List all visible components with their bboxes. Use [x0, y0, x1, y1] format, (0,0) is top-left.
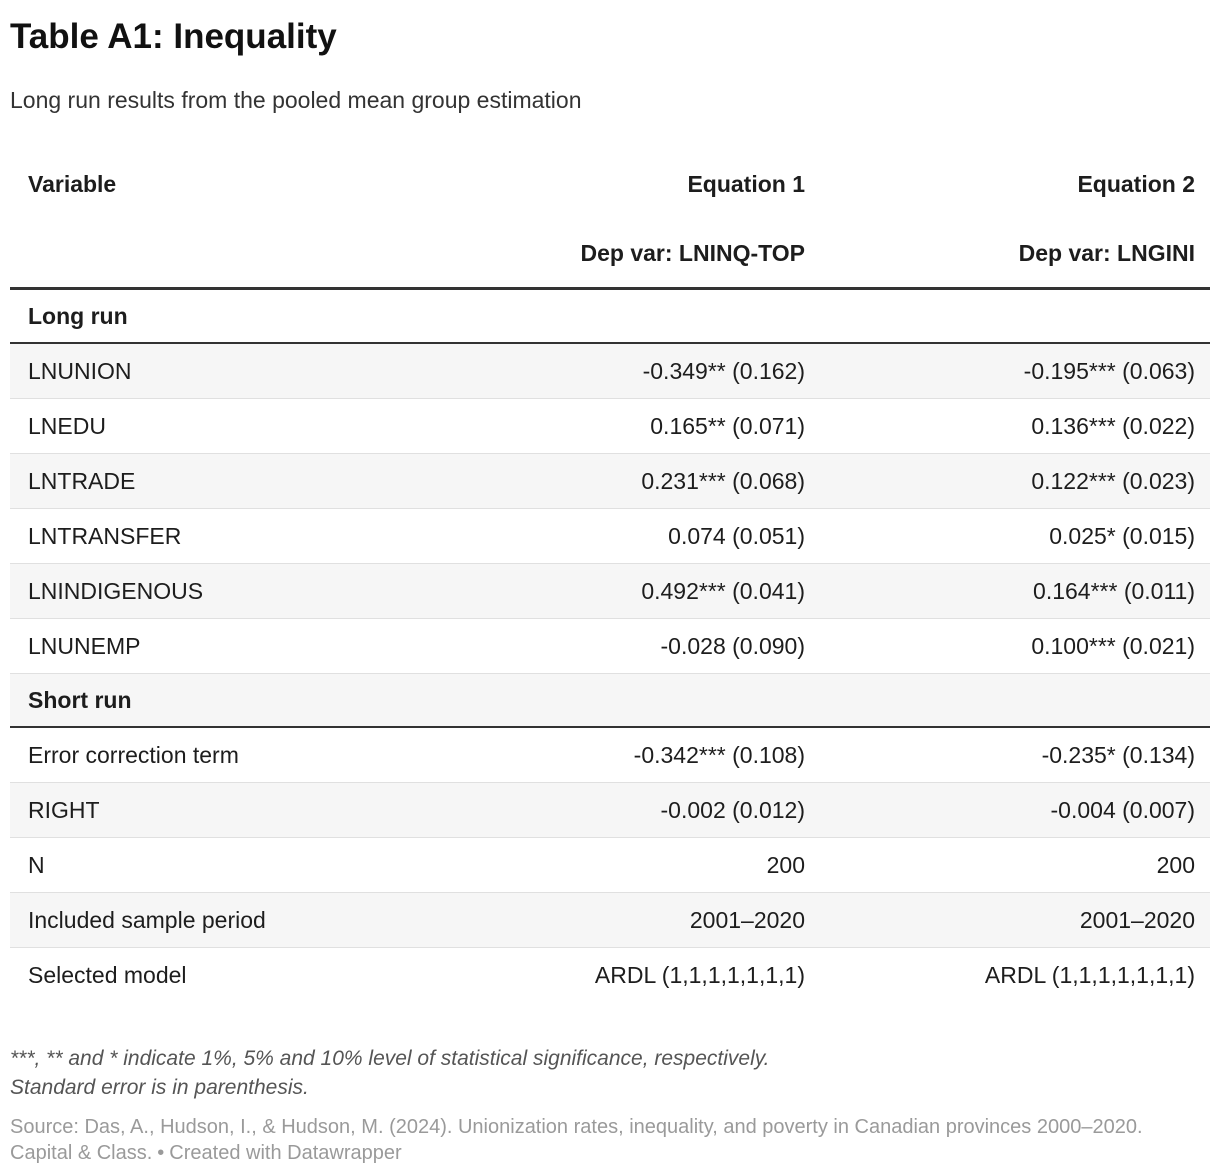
- source-separator: •: [157, 1142, 165, 1164]
- cell-eq2: 0.025* (0.015): [1049, 523, 1195, 549]
- results-table: Variable Equation 1 Equation 2 Dep var: …: [10, 148, 1210, 1002]
- table-description: Long run results from the pooled mean gr…: [10, 87, 582, 113]
- cell-eq1: [430, 674, 820, 728]
- cell-eq1: 0.074 (0.051): [668, 523, 805, 549]
- row-label: LNEDU: [28, 413, 106, 439]
- cell-eq1: -0.349** (0.162): [642, 358, 805, 384]
- source-text: Source: Das, A., Hudson, I., & Hudson, M…: [10, 1116, 1143, 1164]
- section-row-short-run: Short run: [10, 673, 1210, 728]
- row-label: Included sample period: [28, 907, 266, 933]
- table-row-lnunion: LNUNION -0.349** (0.162) -0.195*** (0.06…: [10, 343, 1210, 399]
- dep-var-header-row: Dep var: LNINQ-TOP Dep var: LNGINI: [10, 198, 1210, 289]
- cell-eq2: -0.195*** (0.063): [1023, 358, 1195, 384]
- dep-var-empty-cell: [10, 198, 430, 289]
- cell-eq1: 0.231*** (0.068): [641, 468, 805, 494]
- cell-eq2: 0.136*** (0.022): [1031, 413, 1195, 439]
- dep-var-equation-1: Dep var: LNINQ-TOP: [580, 240, 806, 266]
- row-label: N: [28, 852, 45, 878]
- table-row-n: N 200 200: [10, 838, 1210, 893]
- row-label: LNTRANSFER: [28, 523, 182, 549]
- cell-eq1: -0.028 (0.090): [660, 633, 805, 659]
- table-row-lntransfer: LNTRANSFER 0.074 (0.051) 0.025* (0.015): [10, 509, 1210, 564]
- section-label: Long run: [28, 303, 128, 329]
- cell-eq2: -0.235* (0.134): [1041, 742, 1195, 768]
- table-row-error-correction-term: Error correction term -0.342*** (0.108) …: [10, 727, 1210, 783]
- row-label: LNTRADE: [28, 468, 136, 494]
- row-label: RIGHT: [28, 797, 100, 823]
- column-header-equation-1: Equation 1: [687, 171, 805, 197]
- cell-eq1: 0.492*** (0.041): [641, 578, 805, 604]
- row-label: Error correction term: [28, 742, 239, 768]
- table-row-lnunemp: LNUNEMP -0.028 (0.090) 0.100*** (0.021): [10, 619, 1210, 674]
- table-row-lnedu: LNEDU 0.165** (0.071) 0.136*** (0.022): [10, 399, 1210, 454]
- cell-eq1: 0.165** (0.071): [650, 413, 805, 439]
- table-row-lntrade: LNTRADE 0.231*** (0.068) 0.122*** (0.023…: [10, 453, 1210, 509]
- section-label: Short run: [28, 687, 132, 713]
- source-line: Source: Das, A., Hudson, I., & Hudson, M…: [10, 1114, 1210, 1166]
- note-significance: ***, ** and * indicate 1%, 5% and 10% le…: [10, 1047, 770, 1070]
- note-standard-error: Standard error is in parenthesis.: [10, 1076, 309, 1099]
- cell-eq1: ARDL (1,1,1,1,1,1,1): [594, 962, 805, 988]
- row-label: LNINDIGENOUS: [28, 578, 204, 604]
- cell-eq2: [820, 674, 1210, 728]
- table-row-selected-model: Selected model ARDL (1,1,1,1,1,1,1) ARDL…: [10, 948, 1210, 1003]
- column-header-equation-2: Equation 2: [1077, 171, 1195, 197]
- row-label: LNUNION: [28, 358, 132, 384]
- cell-eq2: 0.100*** (0.021): [1031, 633, 1195, 659]
- row-label: LNUNEMP: [28, 633, 141, 659]
- table-row-included-sample-period: Included sample period 2001–2020 2001–20…: [10, 892, 1210, 948]
- table-notes: ***, ** and * indicate 1%, 5% and 10% le…: [10, 1044, 1210, 1102]
- page-title: Table A1: Inequality: [10, 17, 337, 56]
- row-label: Selected model: [28, 962, 187, 988]
- cell-eq2: 0.164*** (0.011): [1033, 578, 1195, 604]
- table-header: Variable Equation 1 Equation 2 Dep var: …: [10, 148, 1210, 289]
- cell-eq2: -0.004 (0.007): [1050, 797, 1195, 823]
- cell-eq2: 200: [1156, 852, 1195, 878]
- table-row-right: RIGHT -0.002 (0.012) -0.004 (0.007): [10, 782, 1210, 838]
- cell-eq2: [820, 289, 1210, 344]
- table-body: Long run LNUNION -0.349** (0.162) -0.195…: [10, 289, 1210, 1003]
- section-row-long-run: Long run: [10, 289, 1210, 344]
- cell-eq1: [430, 289, 820, 344]
- datawrapper-credit-link[interactable]: Created with Datawrapper: [169, 1142, 402, 1164]
- cell-eq2: 0.122*** (0.023): [1031, 468, 1195, 494]
- cell-eq2: 2001–2020: [1079, 907, 1195, 933]
- cell-eq1: -0.342*** (0.108): [633, 742, 805, 768]
- cell-eq1: -0.002 (0.012): [660, 797, 805, 823]
- cell-eq1: 2001–2020: [689, 907, 805, 933]
- cell-eq2: ARDL (1,1,1,1,1,1,1): [984, 962, 1195, 988]
- table-row-lnindigenous: LNINDIGENOUS 0.492*** (0.041) 0.164*** (…: [10, 563, 1210, 619]
- dep-var-equation-2: Dep var: LNGINI: [1018, 240, 1195, 266]
- column-header-row: Variable Equation 1 Equation 2: [10, 148, 1210, 198]
- cell-eq1: 200: [766, 852, 805, 878]
- column-header-variable: Variable: [28, 171, 117, 197]
